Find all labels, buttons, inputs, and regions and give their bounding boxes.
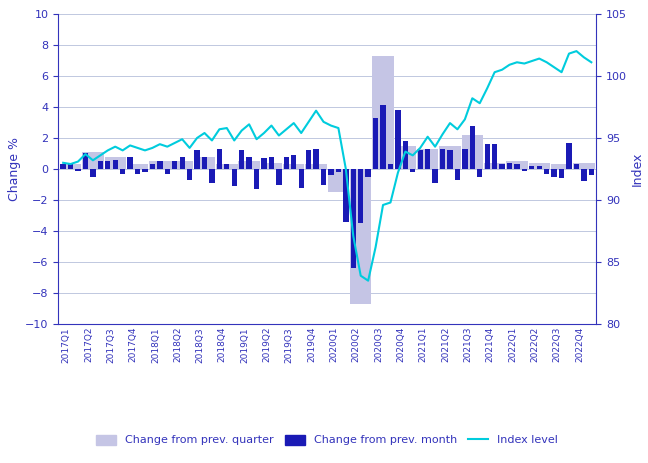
Bar: [328, 169, 349, 192]
Bar: [485, 144, 490, 169]
Bar: [299, 169, 304, 188]
Bar: [187, 169, 192, 180]
Bar: [254, 169, 259, 189]
Bar: [529, 166, 535, 169]
Bar: [529, 163, 550, 169]
Bar: [113, 160, 118, 169]
Bar: [402, 141, 408, 169]
Bar: [425, 149, 430, 169]
Bar: [395, 110, 400, 169]
Bar: [551, 169, 557, 177]
Bar: [82, 152, 104, 169]
Bar: [447, 150, 453, 169]
Bar: [157, 161, 163, 169]
Bar: [149, 161, 170, 169]
Bar: [492, 144, 497, 169]
Bar: [573, 164, 579, 169]
Bar: [544, 169, 550, 174]
Bar: [573, 163, 595, 169]
Bar: [477, 169, 482, 177]
Bar: [395, 146, 416, 169]
Bar: [440, 149, 445, 169]
Bar: [238, 161, 260, 169]
Bar: [365, 169, 371, 177]
Bar: [202, 156, 207, 169]
Bar: [283, 164, 305, 169]
Y-axis label: Change %: Change %: [8, 137, 21, 201]
Bar: [522, 169, 527, 170]
Bar: [551, 164, 572, 169]
Bar: [83, 154, 88, 169]
Bar: [462, 149, 468, 169]
Bar: [68, 163, 73, 169]
Bar: [98, 161, 103, 169]
Bar: [588, 169, 594, 175]
Bar: [566, 143, 572, 169]
Bar: [143, 169, 148, 172]
Bar: [90, 169, 96, 177]
Bar: [515, 164, 520, 169]
Bar: [336, 169, 341, 172]
Bar: [380, 106, 386, 169]
Bar: [559, 169, 564, 178]
Bar: [351, 169, 356, 268]
Bar: [60, 164, 66, 169]
Bar: [506, 161, 527, 169]
Bar: [417, 150, 423, 169]
Bar: [276, 169, 282, 184]
Bar: [461, 135, 483, 169]
Bar: [104, 156, 126, 169]
Bar: [246, 156, 252, 169]
Bar: [439, 146, 461, 169]
Bar: [120, 169, 125, 174]
Bar: [291, 155, 296, 169]
Bar: [343, 169, 349, 222]
Bar: [269, 156, 274, 169]
Bar: [373, 118, 378, 169]
Bar: [455, 169, 460, 180]
Bar: [165, 169, 170, 174]
Bar: [128, 156, 133, 169]
Bar: [194, 156, 215, 169]
Bar: [306, 150, 311, 169]
Bar: [350, 169, 371, 304]
Bar: [127, 164, 148, 169]
Legend: Change from prev. quarter, Change from prev. month, Index level: Change from prev. quarter, Change from p…: [93, 432, 561, 449]
Y-axis label: Index: Index: [631, 152, 644, 186]
Bar: [484, 163, 505, 169]
Bar: [388, 164, 393, 169]
Bar: [216, 164, 238, 169]
Bar: [507, 163, 512, 169]
Bar: [150, 164, 155, 169]
Bar: [358, 169, 364, 223]
Bar: [470, 125, 475, 169]
Bar: [179, 156, 185, 169]
Bar: [135, 169, 140, 174]
Bar: [417, 149, 439, 169]
Bar: [373, 56, 394, 169]
Bar: [172, 161, 193, 169]
Bar: [500, 164, 505, 169]
Bar: [60, 164, 81, 169]
Bar: [216, 149, 222, 169]
Bar: [432, 169, 438, 183]
Bar: [581, 169, 586, 181]
Bar: [75, 169, 81, 170]
Bar: [321, 169, 326, 184]
Bar: [209, 169, 214, 183]
Bar: [314, 149, 319, 169]
Bar: [260, 163, 282, 169]
Bar: [261, 158, 267, 169]
Bar: [305, 164, 327, 169]
Bar: [172, 161, 178, 169]
Bar: [239, 150, 244, 169]
Bar: [105, 161, 110, 169]
Bar: [410, 169, 415, 172]
Bar: [231, 169, 237, 186]
Bar: [329, 169, 334, 175]
Bar: [284, 156, 289, 169]
Bar: [224, 164, 229, 169]
Bar: [537, 166, 542, 169]
Bar: [194, 150, 200, 169]
